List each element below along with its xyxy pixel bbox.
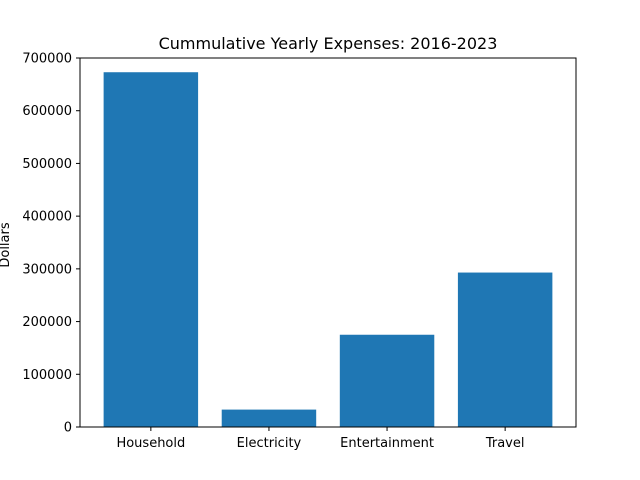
bar-electricity <box>221 409 317 427</box>
y-tick-label: 700000 <box>22 52 72 67</box>
y-tick-label: 200000 <box>22 315 72 330</box>
y-tick-label: 0 <box>64 421 72 436</box>
bar-travel <box>457 272 553 427</box>
x-axis-ticks: Household Electricity Entertainment Travel <box>116 427 524 451</box>
y-tick-label: 300000 <box>22 262 72 277</box>
x-tick-label: Travel <box>485 436 525 451</box>
y-axis-label: Dollars <box>0 222 13 267</box>
bar-entertainment <box>339 334 435 427</box>
plot-frame <box>79 57 577 428</box>
y-tick-label: 100000 <box>22 368 72 383</box>
bars-group <box>103 72 553 427</box>
y-axis-ticks: 0 100000 200000 300000 400000 500000 600000 700… <box>22 52 80 436</box>
y-tick-label: 600000 <box>22 104 72 119</box>
x-tick-label: Household <box>116 436 185 451</box>
bar-household <box>103 72 199 427</box>
chart-title: Cummulative Yearly Expenses: 2016-2023 <box>159 34 498 53</box>
y-tick-label: 400000 <box>22 210 72 225</box>
x-tick-label: Electricity <box>237 436 302 451</box>
y-tick-label: 500000 <box>22 157 72 172</box>
x-tick-label: Entertainment <box>340 436 434 451</box>
